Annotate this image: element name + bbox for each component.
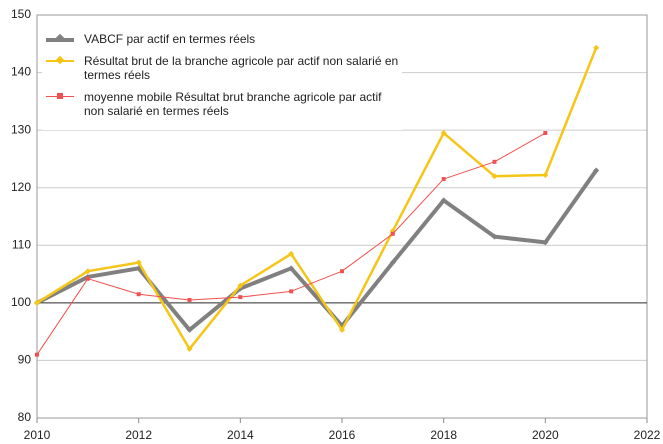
- x-tick-label: 2012: [125, 428, 152, 442]
- point: [238, 295, 243, 300]
- y-tick-label: 110: [12, 237, 31, 251]
- point: [35, 352, 39, 357]
- legend-swatch: [42, 32, 78, 46]
- x-tick-label: 2018: [430, 428, 457, 442]
- point: [84, 268, 91, 275]
- point: [288, 265, 295, 272]
- point: [491, 173, 498, 180]
- point: [289, 289, 294, 294]
- x-tick-label: 2016: [329, 428, 356, 442]
- point: [135, 259, 142, 266]
- point: [339, 326, 345, 333]
- point: [34, 299, 40, 306]
- point: [593, 167, 600, 174]
- series-line: [36, 47, 598, 351]
- point: [542, 239, 549, 246]
- legend-item: VABCF par actif en termes réels: [42, 32, 402, 46]
- point: [186, 326, 193, 333]
- series-line: [36, 169, 598, 332]
- x-tick-label: 2020: [532, 428, 559, 442]
- y-tick-label: 80: [18, 410, 32, 424]
- legend-item: Résultat brut de la branche agricole par…: [42, 54, 402, 82]
- legend-swatch: [42, 54, 78, 68]
- point: [187, 297, 192, 302]
- x-tick-label: 2014: [227, 428, 254, 442]
- y-tick-label: 120: [11, 180, 31, 194]
- point: [340, 269, 344, 274]
- point: [492, 159, 497, 164]
- point: [543, 131, 548, 136]
- point: [441, 177, 446, 182]
- plot-frame: [36, 14, 648, 419]
- point: [390, 231, 395, 236]
- point: [593, 44, 600, 51]
- legend-label: Résultat brut de la branche agricole par…: [84, 54, 399, 82]
- y-tick-label: 90: [18, 353, 32, 367]
- y-tick-label: 130: [11, 122, 31, 136]
- legend-item: moyenne mobile Résultat brut branche agr…: [42, 90, 402, 118]
- legend-label: VABCF par actif en termes réels: [84, 32, 256, 46]
- point: [186, 345, 193, 352]
- point: [85, 276, 90, 281]
- point: [491, 233, 498, 240]
- series-line: [36, 132, 546, 355]
- legend-swatch: [42, 90, 78, 104]
- x-tick-label: 2022: [634, 428, 661, 442]
- point: [136, 292, 141, 297]
- point: [440, 197, 447, 204]
- x-tick-label: 2010: [24, 428, 51, 442]
- point: [237, 282, 244, 289]
- point: [389, 259, 396, 266]
- legend: VABCF par actif en termes réels Résultat …: [42, 24, 402, 130]
- point: [440, 130, 447, 137]
- y-tick-label: 150: [11, 7, 31, 21]
- legend-label: moyenne mobile Résultat brut branche agr…: [84, 90, 382, 118]
- y-tick-label: 100: [11, 295, 31, 309]
- y-tick-label: 140: [11, 65, 31, 79]
- point: [288, 250, 295, 257]
- point: [542, 172, 549, 179]
